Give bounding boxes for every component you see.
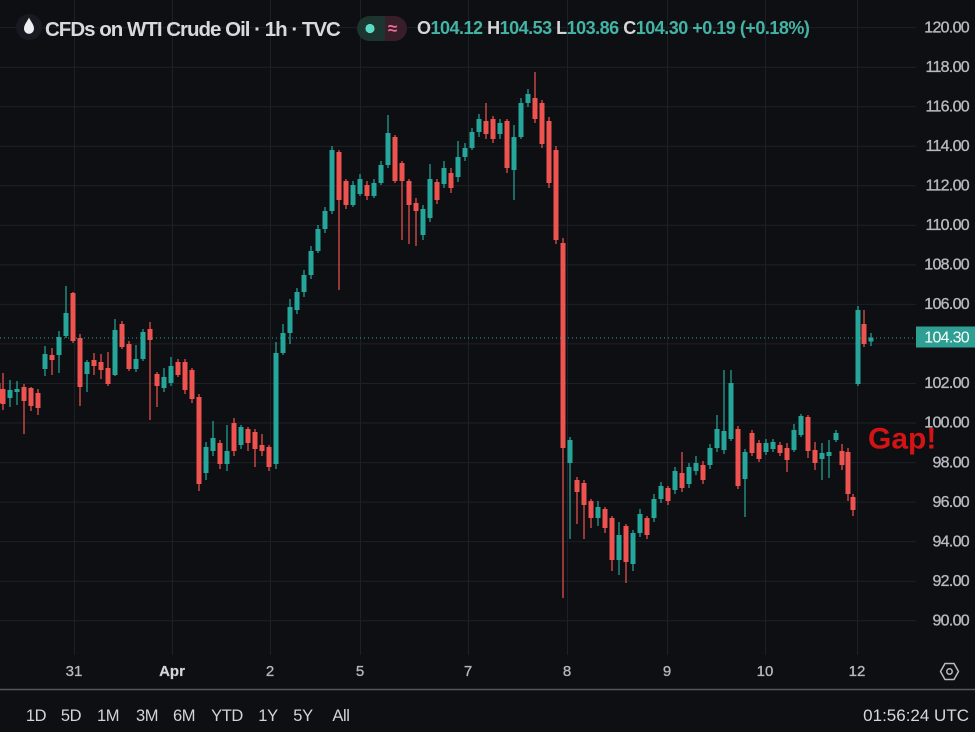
svg-text:1M: 1M [97,707,119,725]
svg-text:96.00: 96.00 [932,494,969,511]
svg-text:Apr: Apr [159,663,185,680]
svg-text:2: 2 [266,663,274,680]
svg-text:CFDs on WTI Crude Oil · 1h · T: CFDs on WTI Crude Oil · 1h · TVC [45,18,341,41]
svg-text:5D: 5D [61,707,82,725]
svg-text:5: 5 [356,663,364,680]
svg-text:118.00: 118.00 [925,59,969,76]
svg-text:7: 7 [464,663,472,680]
svg-text:108.00: 108.00 [924,257,970,274]
svg-text:92.00: 92.00 [932,573,969,590]
svg-text:120.00: 120.00 [924,19,970,36]
svg-text:100.00: 100.00 [924,415,970,432]
svg-text:All: All [332,707,349,725]
svg-text:116.00: 116.00 [925,98,969,115]
svg-text:102.00: 102.00 [924,375,970,392]
svg-text:112.00: 112.00 [925,178,969,195]
svg-text:≈: ≈ [388,19,397,38]
svg-text:114.00: 114.00 [925,138,969,155]
svg-text:3M: 3M [136,707,158,725]
svg-text:Gap!: Gap! [868,423,936,456]
svg-text:1D: 1D [26,707,47,725]
svg-text:9: 9 [663,663,671,680]
svg-text:6M: 6M [173,707,195,725]
svg-text:10: 10 [757,663,774,680]
svg-text:104.30: 104.30 [924,330,970,347]
svg-text:YTD: YTD [211,707,243,725]
svg-text:5Y: 5Y [293,707,313,725]
svg-text:90.00: 90.00 [932,612,969,629]
svg-text:106.00: 106.00 [924,296,970,313]
svg-text:01:56:24 UTC: 01:56:24 UTC [863,706,969,725]
svg-text:O104.12 H104.53 L103.86 C104.3: O104.12 H104.53 L103.86 C104.30 +0.19 (+… [417,18,810,38]
svg-text:98.00: 98.00 [932,454,969,471]
svg-text:31: 31 [66,663,83,680]
svg-text:94.00: 94.00 [932,533,969,550]
svg-text:8: 8 [563,663,571,680]
svg-text:12: 12 [849,663,866,680]
svg-text:110.00: 110.00 [925,217,969,234]
svg-text:1Y: 1Y [258,707,278,725]
